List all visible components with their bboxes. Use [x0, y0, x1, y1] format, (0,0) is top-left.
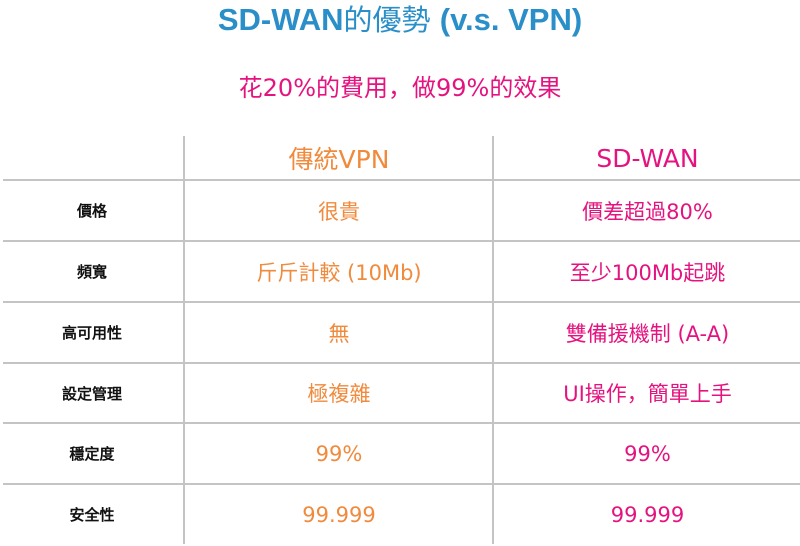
- cell-vpn-security: 99.999: [302, 502, 376, 527]
- row-label-security: 安全性: [69, 506, 115, 524]
- cell-vpn-high-availability: 無: [328, 321, 350, 346]
- cell-sdwan-stability: 99%: [624, 441, 671, 466]
- row-label-bandwidth: 頻寬: [76, 263, 107, 281]
- row-label-stability: 穩定度: [69, 445, 115, 463]
- cell-vpn-stability: 99%: [315, 441, 363, 466]
- cell-sdwan-management: UI操作，簡單上手: [563, 382, 732, 406]
- column-header-sdwan: SD-WAN: [596, 143, 699, 173]
- cell-sdwan-bandwidth: 至少100Mb起跳: [569, 260, 726, 285]
- row-label-high-availability: 高可用性: [61, 324, 122, 342]
- row-divider: [3, 301, 800, 303]
- cell-sdwan-high-availability: 雙備援機制 (A-A): [565, 321, 730, 346]
- cell-vpn-management: 極複雜: [307, 382, 371, 406]
- cell-sdwan-security: 99.999: [610, 502, 685, 527]
- page-title: SD-WAN的優勢 (v.s. VPN): [0, 2, 800, 38]
- row-divider: [3, 422, 800, 424]
- cell-vpn-bandwidth: 斤斤計較 (10Mb): [256, 260, 422, 285]
- row-divider: [3, 362, 800, 364]
- title-middle: 的優勢: [343, 3, 440, 37]
- column-divider: [492, 136, 494, 544]
- row-label-price: 價格: [76, 202, 107, 220]
- row-divider: [3, 240, 800, 242]
- column-header-vpn: 傳統VPN: [288, 145, 390, 174]
- page-subtitle: 花20%的費用，做99%的效果: [238, 74, 562, 102]
- cell-vpn-price: 很貴: [318, 199, 360, 224]
- comparison-table: 傳統VPN SD-WAN 價格 很貴 價差超過80% 頻寬 斤斤計較 (10Mb…: [0, 136, 800, 546]
- row-divider: [3, 483, 800, 485]
- title-suffix: (v.s. VPN): [439, 2, 583, 37]
- row-divider: [3, 179, 800, 181]
- cell-sdwan-price: 價差超過80%: [582, 199, 713, 224]
- row-label-management: 設定管理: [61, 384, 122, 403]
- title-product: SD-WAN: [217, 2, 344, 37]
- column-divider: [183, 136, 185, 544]
